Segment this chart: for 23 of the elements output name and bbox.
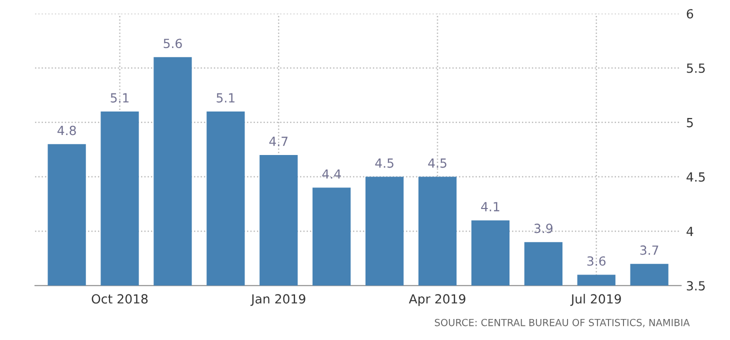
- data-label: 5.1: [110, 93, 129, 103]
- y-tick-label: 5.5: [686, 64, 705, 73]
- data-label: 4.7: [269, 136, 288, 146]
- data-label: 5.6: [164, 38, 182, 48]
- y-tick-label: 4: [686, 226, 694, 236]
- y-tick-label: 6: [686, 9, 694, 19]
- y-tick-label: 5: [686, 118, 693, 128]
- y-tick-label: 4.5: [686, 172, 705, 182]
- data-label: 4.4: [322, 169, 341, 179]
- data-label: 5.1: [216, 93, 234, 103]
- data-label: 4.8: [57, 126, 76, 136]
- data-label: 3.7: [640, 245, 658, 255]
- y-tick-label: 3.5: [686, 281, 705, 291]
- data-label: 4.5: [428, 158, 446, 168]
- data-label: 4.1: [481, 202, 500, 212]
- data-label: 3.9: [534, 224, 552, 234]
- x-tick-label: Apr 2019: [408, 294, 466, 306]
- x-tick-label: Jan 2019: [250, 294, 306, 306]
- source-note: SOURCE: CENTRAL BUREAU OF STATISTICS, NAMIBIA: [434, 318, 690, 328]
- data-label: 3.6: [587, 256, 606, 266]
- x-tick-label: Oct 2018: [92, 294, 148, 304]
- x-tick-label: Jul 2019: [570, 294, 621, 306]
- data-label: 4.5: [375, 158, 394, 168]
